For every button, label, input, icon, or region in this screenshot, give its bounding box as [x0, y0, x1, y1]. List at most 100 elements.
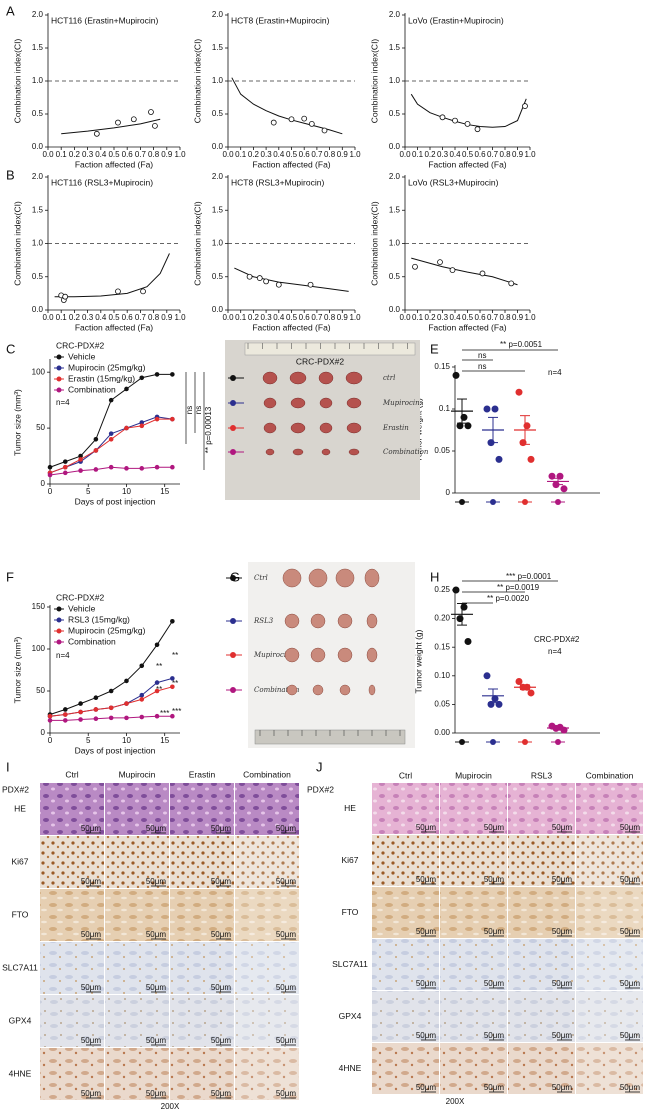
annotation: ***	[160, 709, 169, 718]
data-point	[515, 678, 523, 686]
micrograph	[170, 836, 234, 888]
group-key	[490, 739, 496, 745]
x-axis-label: Faction affected (Fa)	[75, 159, 153, 169]
data-point	[93, 436, 99, 442]
legend-label: Mupirocin (25mg/kg)	[68, 362, 146, 372]
y-tick-label: 0	[41, 728, 46, 737]
group-key	[459, 739, 465, 745]
x-tick-label: 0.6	[299, 313, 311, 322]
data-point	[464, 422, 472, 430]
scale-label: 50μm	[416, 1083, 437, 1092]
scale-label: 50μm	[484, 1031, 505, 1040]
y-tick-label: 0.0	[212, 142, 224, 151]
y-axis-label: Combination index(CI)	[369, 201, 379, 286]
x-tick-label: 1.0	[349, 150, 361, 159]
data-point	[47, 472, 53, 478]
annotation: ** p=0.00013	[204, 406, 213, 453]
chart-title: CRC-PDX#2	[56, 340, 104, 350]
x-tick-label: 0.8	[148, 313, 160, 322]
legend-marker	[56, 639, 62, 645]
data-point	[139, 663, 145, 669]
x-tick-label: 0.7	[487, 313, 499, 322]
data-point	[154, 713, 160, 719]
data-point	[93, 130, 100, 137]
micrograph	[105, 942, 169, 994]
y-tick-label: 2.0	[32, 10, 44, 19]
y-tick-label: 1.0	[32, 239, 44, 248]
data-point	[47, 464, 53, 470]
x-tick-label: 0.1	[412, 150, 424, 159]
data-point	[93, 695, 99, 701]
data-point	[93, 467, 99, 472]
legend-label: Erastin (15mg/kg)	[68, 373, 135, 383]
data-point	[108, 688, 114, 694]
data-point	[154, 416, 160, 422]
scale-label: 50μm	[416, 1031, 437, 1040]
photo-label: Combination	[383, 448, 429, 456]
x-tick-label: 0.6	[299, 150, 311, 159]
legend-label: Vehicle	[68, 351, 96, 361]
x-tick-label: 1.0	[524, 150, 536, 159]
annotation: n=4	[548, 368, 562, 377]
y-tick-label: 1.5	[32, 205, 44, 214]
y-tick-label: 100	[32, 367, 46, 376]
panel-label: F	[6, 569, 14, 584]
scale-label: 50μm	[620, 823, 641, 832]
tumor	[337, 613, 353, 629]
scale-label: 50μm	[620, 979, 641, 988]
tumor	[321, 448, 331, 456]
group-key	[490, 499, 496, 505]
annotation: ns	[478, 351, 486, 360]
tumor	[286, 684, 298, 696]
micrograph	[440, 939, 507, 990]
tumor	[310, 647, 326, 663]
x-tick-label: 0.4	[273, 313, 285, 322]
data-point	[552, 481, 560, 489]
data-point	[439, 114, 446, 121]
x-tick-label: 0.9	[512, 313, 524, 322]
y-tick-label: 1.0	[389, 76, 401, 85]
x-tick-label: 0.5	[462, 313, 474, 322]
scale-label: 50μm	[81, 1089, 102, 1098]
group-key	[459, 499, 465, 505]
y-tick-label: 1.5	[389, 43, 401, 52]
tumor	[290, 397, 306, 409]
panel-label: I	[6, 759, 10, 774]
data-point	[78, 453, 83, 459]
y-tick-label: 1.5	[32, 43, 44, 52]
micrograph	[105, 995, 169, 1047]
data-point	[560, 485, 568, 493]
micrograph	[440, 783, 507, 834]
scale-label: 50μm	[276, 1036, 297, 1045]
tumor	[339, 684, 351, 696]
group-key	[230, 575, 236, 581]
tumor	[282, 568, 302, 588]
x-tick-label: 0.7	[487, 150, 499, 159]
data-point	[560, 726, 568, 734]
x-tick-label: 0.2	[424, 150, 436, 159]
column-header: RSL3	[531, 770, 553, 780]
x-tick-label: 0.5	[108, 150, 120, 159]
scale-label: 50μm	[276, 824, 297, 833]
column-header: Combination	[243, 769, 291, 779]
y-tick-label: 0.25	[434, 585, 450, 594]
x-tick-label: 5	[86, 487, 91, 496]
x-tick-label: 0.0	[399, 150, 411, 159]
scale-label: 50μm	[211, 1036, 232, 1045]
x-tick-label: 1.0	[174, 313, 186, 322]
data-point	[139, 692, 145, 698]
micrograph	[440, 1043, 507, 1094]
micrograph	[235, 1048, 299, 1100]
data-point	[130, 116, 137, 123]
micrograph	[440, 887, 507, 938]
data-point	[62, 293, 69, 300]
annotation: ** p=0.0020	[487, 594, 530, 603]
micrograph	[40, 942, 104, 994]
data-point	[170, 416, 175, 422]
group-key	[230, 375, 236, 381]
x-tick-label: 0.7	[135, 150, 147, 159]
photo-title: CRC-PDX#2	[296, 356, 344, 366]
photo-label: Erastin	[382, 424, 409, 432]
data-point	[288, 116, 295, 123]
scale-label: 50μm	[146, 1036, 167, 1045]
